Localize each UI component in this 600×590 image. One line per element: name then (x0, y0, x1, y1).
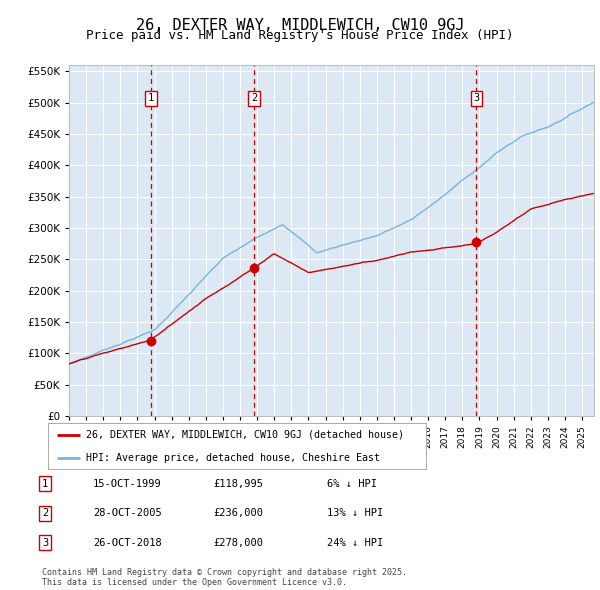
Text: 6% ↓ HPI: 6% ↓ HPI (327, 479, 377, 489)
Text: 2: 2 (251, 93, 257, 103)
Text: £118,995: £118,995 (213, 479, 263, 489)
Text: 13% ↓ HPI: 13% ↓ HPI (327, 509, 383, 518)
Text: 3: 3 (473, 93, 479, 103)
Text: £278,000: £278,000 (213, 538, 263, 548)
Text: 26, DEXTER WAY, MIDDLEWICH, CW10 9GJ: 26, DEXTER WAY, MIDDLEWICH, CW10 9GJ (136, 18, 464, 32)
Text: 2: 2 (42, 509, 48, 518)
Text: £236,000: £236,000 (213, 509, 263, 518)
Text: 1: 1 (148, 93, 154, 103)
Text: 24% ↓ HPI: 24% ↓ HPI (327, 538, 383, 548)
Text: 28-OCT-2005: 28-OCT-2005 (93, 509, 162, 518)
Text: 26-OCT-2018: 26-OCT-2018 (93, 538, 162, 548)
Text: 26, DEXTER WAY, MIDDLEWICH, CW10 9GJ (detached house): 26, DEXTER WAY, MIDDLEWICH, CW10 9GJ (de… (86, 430, 404, 440)
Text: 15-OCT-1999: 15-OCT-1999 (93, 479, 162, 489)
Text: 3: 3 (42, 538, 48, 548)
Text: Price paid vs. HM Land Registry's House Price Index (HPI): Price paid vs. HM Land Registry's House … (86, 30, 514, 42)
Text: Contains HM Land Registry data © Crown copyright and database right 2025.
This d: Contains HM Land Registry data © Crown c… (42, 568, 407, 587)
Text: HPI: Average price, detached house, Cheshire East: HPI: Average price, detached house, Ches… (86, 453, 380, 463)
Text: 1: 1 (42, 479, 48, 489)
